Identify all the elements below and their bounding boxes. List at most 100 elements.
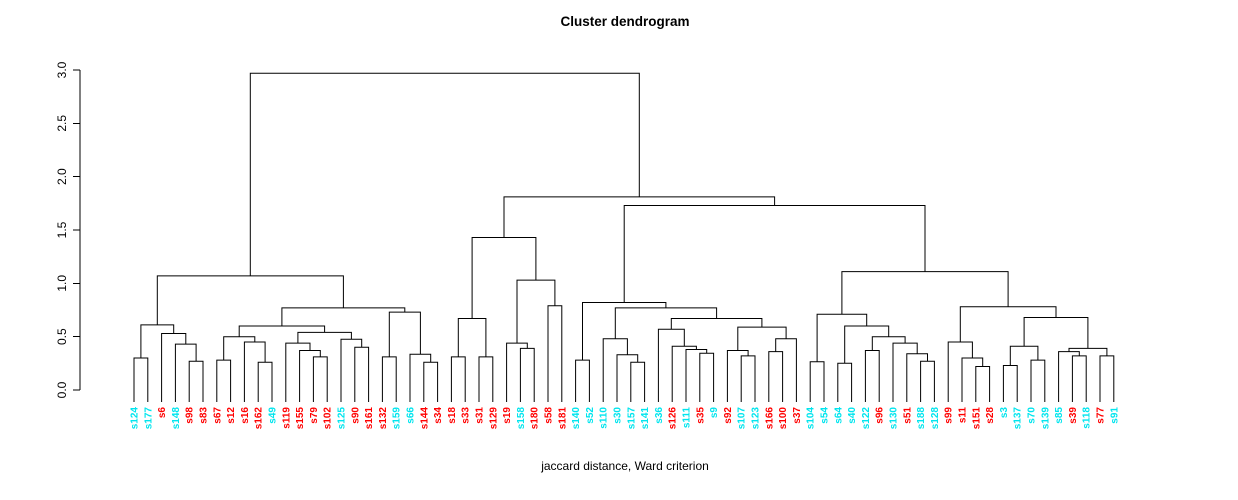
leaf-label: s6 (157, 407, 168, 419)
leaf-label: s151 (971, 407, 982, 430)
dendrogram-link (223, 336, 256, 361)
leaf-label: s104 (806, 407, 817, 430)
dendrogram-link (388, 311, 421, 357)
leaf-label: s111 (682, 407, 693, 429)
dendrogram-link (959, 306, 1057, 342)
dendrogram-link (1002, 365, 1018, 402)
dendrogram-link (409, 353, 432, 402)
leaf-label: s79 (309, 407, 320, 424)
leaf-label: s137 (1013, 407, 1024, 430)
dendrogram-link (1099, 355, 1115, 402)
leaf-label: s128 (930, 407, 941, 430)
dendrogram-link (685, 349, 708, 402)
dendrogram-link (623, 205, 926, 303)
leaf-label: s157 (626, 407, 637, 430)
dendrogram-link (340, 338, 363, 402)
dendrogram-link (506, 342, 528, 402)
leaf-label: s92 (723, 407, 734, 424)
dendrogram-link (575, 359, 590, 402)
leaf-label: s18 (447, 407, 458, 424)
leaf-label: s155 (295, 407, 306, 430)
leaf-label: s140 (571, 407, 582, 430)
dendrogram-link (257, 361, 273, 402)
leaf-label: s83 (199, 407, 210, 424)
dendrogram-link (961, 357, 984, 402)
leaf-label: s107 (737, 407, 748, 430)
dendrogram-link (354, 346, 370, 402)
y-tick-label: 2.5 (55, 115, 69, 132)
leaf-label: s12 (226, 407, 237, 424)
leaf-label: s19 (502, 407, 513, 424)
dendrogram-link (740, 355, 756, 402)
dendrogram-link (133, 357, 149, 402)
dendrogram-link (947, 341, 973, 402)
leaf-labels: s124 s177 s6 s148 s98 s83 s67 s12 s16 s162 s49 s119… (55, 61, 1120, 429)
dendrogram-link (312, 356, 328, 402)
chart-title: Cluster dendrogram (560, 14, 690, 29)
dendrogram-link (1071, 355, 1087, 402)
leaf-label: s129 (488, 407, 499, 430)
dendrogram-link (174, 343, 197, 402)
dendrogram-link (249, 72, 640, 276)
leaf-label: s181 (557, 407, 568, 430)
dendrogram-link (299, 350, 321, 402)
dendrogram-link (1023, 317, 1089, 349)
dendrogram-link (671, 345, 697, 402)
leaf-label: s39 (1068, 407, 1079, 424)
leaf-label: s34 (433, 407, 444, 424)
dendrogram-link (238, 325, 326, 337)
dendrogram-link (478, 356, 494, 402)
leaf-label: s77 (1096, 407, 1107, 424)
leaf-label: s70 (1027, 407, 1038, 424)
leaf-label: s166 (764, 407, 775, 430)
leaf-label: s122 (861, 407, 872, 430)
leaf-label: s85 (1054, 407, 1065, 424)
leaf-label: s35 (695, 407, 706, 424)
dendrogram-link (381, 356, 397, 402)
leaf-label: s125 (337, 407, 348, 430)
leaf-label: s124 (130, 407, 141, 430)
dendrogram-link (726, 350, 749, 402)
dendrogram-link (582, 302, 667, 361)
dendrogram-link (188, 360, 204, 402)
dendrogram-link (975, 366, 991, 402)
leaf-label: s144 (419, 407, 430, 430)
leaf-label: s98 (185, 407, 196, 424)
dendrogram-link (457, 318, 487, 357)
leaf-label: s159 (392, 407, 403, 430)
leaf-label: s28 (985, 407, 996, 424)
dendrogram-link (1009, 345, 1039, 366)
leaf-label: s31 (475, 407, 486, 424)
dendrogram-tree (133, 72, 1115, 402)
dendrogram-link (775, 338, 797, 402)
x-axis-label: jaccard distance, Ward criterion (541, 459, 709, 473)
leaf-label: s158 (516, 407, 527, 430)
y-tick-label: 1.5 (55, 221, 69, 238)
leaf-label: s52 (585, 407, 596, 424)
leaf-label: s148 (171, 407, 182, 430)
leaf-label: s49 (268, 407, 279, 424)
leaf-label: s132 (378, 407, 389, 430)
dendrogram-link (614, 307, 718, 339)
leaf-label: s30 (613, 407, 624, 424)
dendrogram-link (471, 237, 537, 319)
leaf-label: s119 (281, 407, 292, 429)
leaf-label: s188 (916, 407, 927, 430)
dendrogram-link (243, 341, 266, 402)
dendrogram-link (844, 325, 890, 364)
leaf-label: s11 (958, 407, 969, 424)
leaf-label: s177 (143, 407, 154, 430)
leaf-label: s118 (1082, 407, 1093, 429)
leaf-label: s40 (847, 407, 858, 424)
leaf-label: s16 (240, 407, 251, 424)
leaf-label: s123 (751, 407, 762, 430)
leaf-label: s58 (544, 407, 555, 424)
leaf-label: s33 (461, 407, 472, 424)
dendrogram-link (285, 342, 311, 402)
leaf-label: s96 (875, 407, 886, 424)
dendrogram-link (920, 360, 935, 402)
dendrogram-link (156, 275, 344, 325)
leaf-label: s67 (212, 407, 223, 424)
